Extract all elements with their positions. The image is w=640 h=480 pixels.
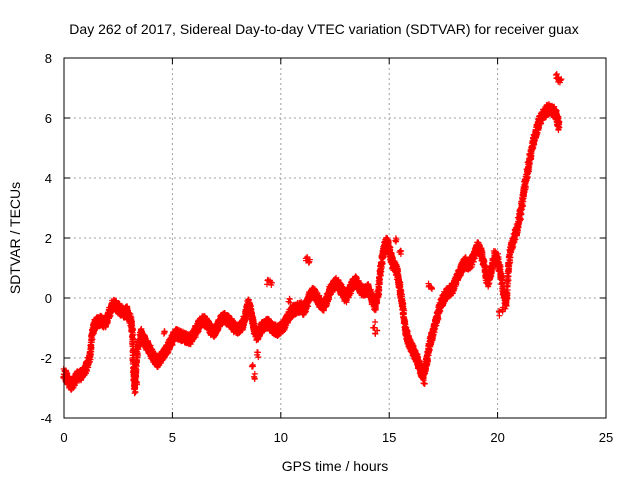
- data-point: [64, 370, 71, 377]
- data-point: [87, 354, 94, 360]
- data-point: [134, 352, 141, 359]
- data-point: [88, 344, 95, 351]
- data-point: [129, 326, 136, 333]
- grid: [64, 58, 606, 418]
- data-series: [60, 71, 565, 397]
- data-point: [133, 356, 140, 363]
